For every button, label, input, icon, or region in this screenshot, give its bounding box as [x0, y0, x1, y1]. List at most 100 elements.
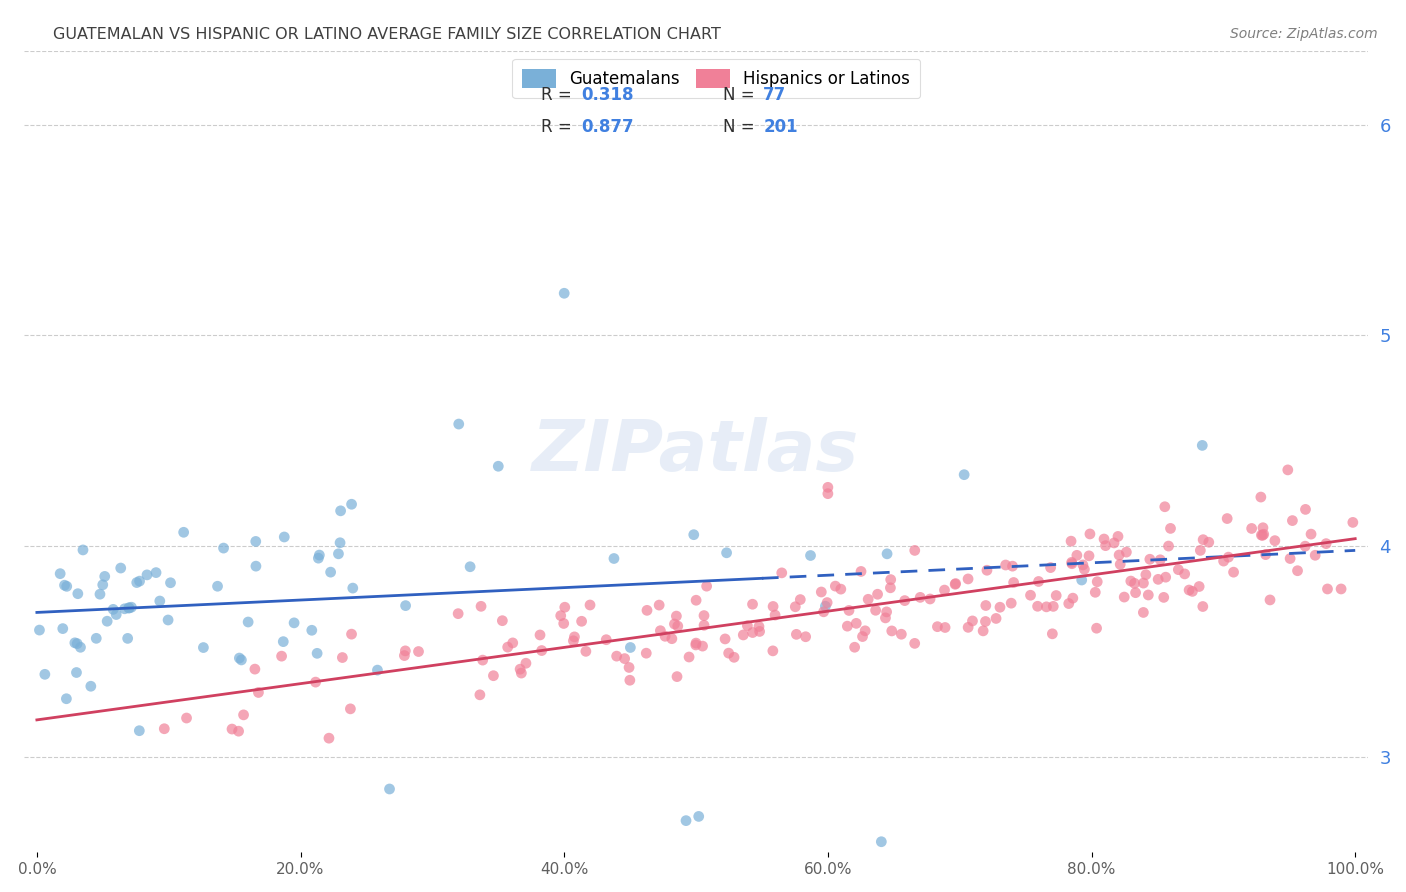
Point	[1160, 521, 1182, 535]
Point	[49, 566, 72, 581]
Point	[853, 624, 876, 638]
Point	[52, 622, 75, 636]
Point	[748, 619, 770, 633]
Point	[920, 592, 942, 607]
Point	[636, 603, 658, 617]
Point	[799, 549, 821, 563]
Point	[830, 582, 852, 596]
Point	[1040, 627, 1063, 641]
Point	[553, 286, 575, 301]
Point	[1139, 552, 1161, 566]
Point	[340, 497, 363, 511]
Point	[904, 636, 927, 650]
Point	[693, 608, 716, 623]
Point	[458, 559, 481, 574]
Point	[245, 534, 267, 549]
Point	[770, 566, 793, 580]
Point	[91, 578, 114, 592]
Point	[301, 624, 323, 638]
Point	[1107, 529, 1129, 543]
Point	[1092, 532, 1115, 546]
Point	[865, 603, 887, 617]
Point	[1108, 548, 1130, 562]
Point	[447, 417, 470, 431]
Text: R =: R =	[541, 118, 578, 136]
Point	[893, 593, 915, 607]
Point	[1102, 536, 1125, 550]
Point	[136, 567, 159, 582]
Point	[851, 630, 873, 644]
Point	[105, 607, 128, 622]
Point	[685, 636, 707, 650]
Point	[666, 619, 689, 633]
Point	[665, 609, 688, 624]
Point	[308, 548, 330, 562]
Point	[813, 605, 835, 619]
Point	[876, 547, 898, 561]
Point	[785, 599, 807, 614]
Point	[554, 600, 576, 615]
Point	[849, 565, 872, 579]
Point	[1216, 511, 1239, 525]
Point	[283, 615, 305, 630]
Point	[696, 579, 718, 593]
Point	[515, 657, 537, 671]
Point	[1253, 527, 1275, 541]
Point	[307, 551, 329, 566]
Point	[976, 563, 998, 577]
Point	[93, 569, 115, 583]
Point	[378, 782, 401, 797]
Point	[509, 662, 531, 676]
Point	[1042, 599, 1064, 614]
Point	[173, 525, 195, 540]
Point	[1279, 551, 1302, 566]
Point	[1191, 438, 1213, 452]
Point	[193, 640, 215, 655]
Point	[408, 644, 430, 658]
Point	[617, 660, 640, 674]
Point	[55, 579, 77, 593]
Point	[128, 723, 150, 738]
Point	[247, 685, 270, 699]
Point	[619, 673, 641, 688]
Point	[1254, 548, 1277, 562]
Point	[1174, 566, 1197, 581]
Point	[1212, 554, 1234, 568]
Point	[1062, 591, 1084, 606]
Point	[682, 527, 704, 541]
Point	[1078, 527, 1101, 541]
Point	[794, 630, 817, 644]
Point	[737, 618, 759, 632]
Point	[96, 614, 118, 628]
Point	[228, 651, 250, 665]
Point	[145, 566, 167, 580]
Point	[575, 644, 598, 658]
Point	[595, 632, 617, 647]
Point	[394, 644, 416, 658]
Point	[34, 667, 56, 681]
Point	[723, 650, 745, 665]
Text: 77: 77	[763, 86, 786, 103]
Point	[128, 574, 150, 588]
Point	[717, 646, 740, 660]
Point	[562, 633, 585, 648]
Text: GUATEMALAN VS HISPANIC OR LATINO AVERAGE FAMILY SIZE CORRELATION CHART: GUATEMALAN VS HISPANIC OR LATINO AVERAGE…	[53, 27, 721, 42]
Point	[1132, 576, 1154, 591]
Point	[329, 504, 352, 518]
Point	[117, 632, 139, 646]
Point	[943, 577, 966, 591]
Text: Source: ZipAtlas.com: Source: ZipAtlas.com	[1230, 27, 1378, 41]
Point	[468, 688, 491, 702]
Point	[733, 628, 755, 642]
Point	[1060, 557, 1083, 571]
Point	[908, 591, 931, 605]
Point	[510, 666, 533, 681]
Point	[1039, 560, 1062, 574]
Point	[1132, 606, 1154, 620]
Point	[1240, 521, 1263, 535]
Point	[988, 600, 1011, 615]
Point	[1045, 589, 1067, 603]
Point	[571, 615, 593, 629]
Text: 0.318: 0.318	[582, 86, 634, 103]
Point	[693, 618, 716, 632]
